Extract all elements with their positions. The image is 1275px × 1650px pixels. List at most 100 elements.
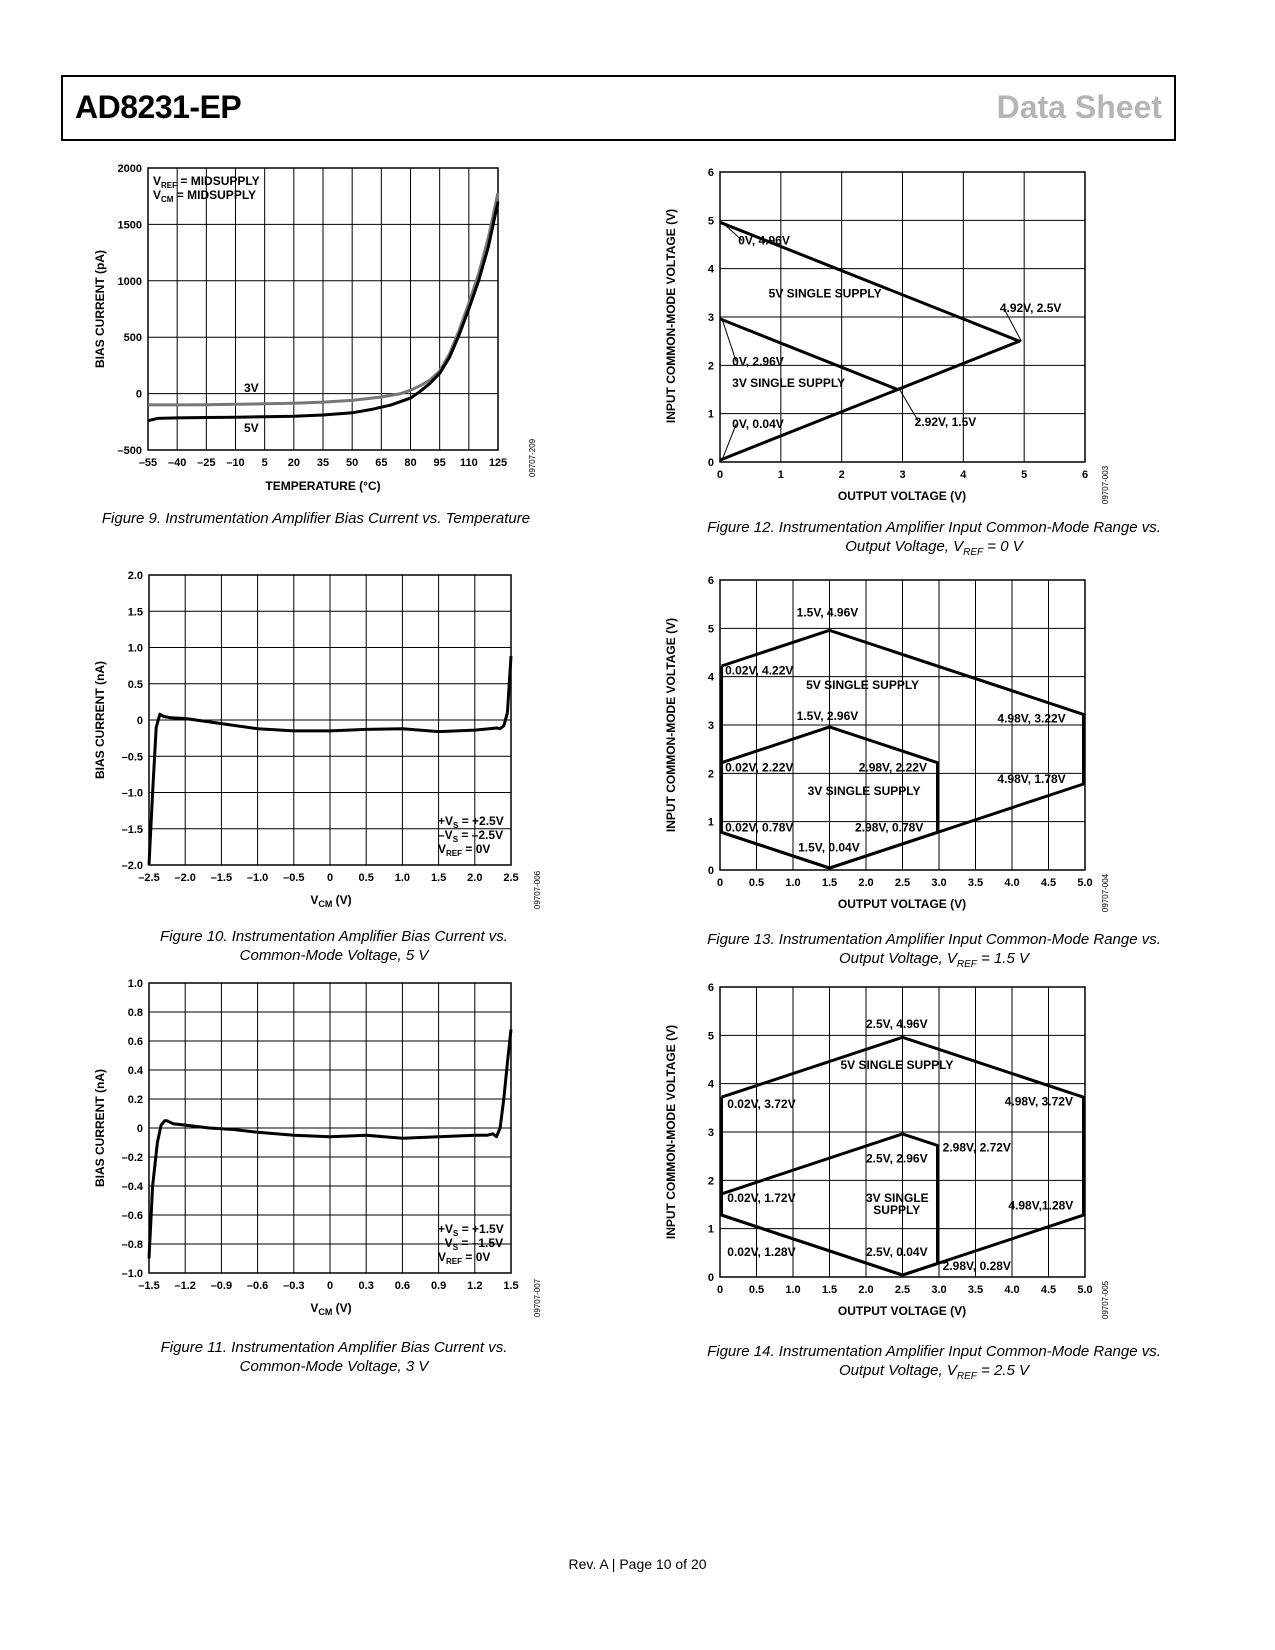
annotation-label: 2.98V, 0.28V — [943, 1259, 1011, 1273]
x-tick-label: 2.0 — [467, 872, 482, 884]
y-tick-label: 1.0 — [128, 643, 143, 655]
y-tick-label: 3 — [708, 720, 714, 732]
x-tick-label: 4.0 — [1004, 1284, 1019, 1296]
annotation-label: 0V, 4.96V — [738, 234, 790, 248]
x-tick-label: –10 — [226, 457, 244, 469]
x-tick-label: 0.6 — [395, 1280, 410, 1292]
series-line-5v — [147, 201, 500, 423]
caption-line: Common-Mode Voltage, 3 V — [239, 1358, 429, 1375]
caption-line: Figure 10. Instrumentation Amplifier Bia… — [160, 928, 508, 945]
caption-line: Output Voltage, VREF = 0 V — [845, 538, 1023, 558]
annotation-label: 5V SINGLE SUPPLY — [840, 1058, 953, 1072]
y-tick-label: 0.2 — [128, 1094, 143, 1106]
x-tick-label: 6 — [1082, 469, 1088, 481]
y-tick-label: 2 — [708, 768, 714, 780]
annotation-label: 0V, 2.96V — [732, 354, 784, 368]
x-tick-label: 1.5 — [822, 1284, 837, 1296]
annotation-label: 0.02V, 3.72V — [727, 1097, 795, 1111]
y-tick-label: 0.5 — [128, 679, 143, 691]
annotation-label: 3V SINGLE SUPPLY — [808, 784, 921, 798]
x-tick-label: 1 — [778, 469, 784, 481]
x-tick-label: –0.9 — [211, 1280, 232, 1292]
x-tick-label: 2.0 — [858, 877, 873, 889]
condition-vref: VREF = 0V — [438, 1250, 490, 1266]
y-tick-label: 0 — [708, 865, 714, 877]
y-tick-label: 1.5 — [128, 606, 143, 618]
y-axis-label: INPUT COMMON-MODE VOLTAGE (V) — [664, 1025, 678, 1239]
x-tick-label: –2.0 — [174, 872, 195, 884]
y-tick-label: 0 — [137, 1123, 143, 1135]
x-tick-label: 1.2 — [467, 1280, 482, 1292]
y-tick-label: 1 — [708, 1224, 714, 1236]
y-tick-label: 4 — [708, 264, 715, 276]
x-tick-label: 3.5 — [968, 877, 983, 889]
x-tick-label: 110 — [460, 457, 478, 469]
x-tick-label: 20 — [288, 457, 300, 469]
figure-id: 09707-007 — [533, 1278, 542, 1317]
x-axis-label: OUTPUT VOLTAGE (V) — [838, 489, 966, 503]
x-tick-label: 95 — [434, 457, 446, 469]
x-tick-label: –1.2 — [174, 1280, 195, 1292]
x-tick-label: 5.0 — [1077, 877, 1092, 889]
doc-type: Data Sheet — [996, 89, 1162, 125]
y-tick-label: 4 — [708, 1079, 715, 1091]
x-axis-label: OUTPUT VOLTAGE (V) — [838, 897, 966, 911]
annotation-leader — [899, 389, 920, 423]
plot-frame — [147, 167, 499, 451]
annotation-label: 0.02V, 0.78V — [725, 820, 793, 834]
y-tick-label: 4 — [708, 672, 715, 684]
annotation-label: 0.02V, 1.28V — [727, 1245, 795, 1259]
x-tick-label: 4.0 — [1004, 877, 1019, 889]
figure-12-caption: Figure 12. Instrumentation Amplifier Inp… — [644, 518, 1224, 562]
x-tick-label: –0.3 — [283, 1280, 304, 1292]
caption-line: Common-Mode Voltage, 5 V — [239, 947, 429, 964]
annotation-label: 2.98V, 0.78V — [855, 820, 923, 834]
series-line-5v-single-supply — [719, 220, 1021, 462]
y-tick-label: 5 — [708, 623, 714, 635]
condition-vref: VREF = 0V — [438, 842, 490, 858]
figure-id: 09707-006 — [533, 870, 542, 909]
figure-id: 09707-209 — [528, 438, 537, 477]
x-tick-label: –40 — [168, 457, 186, 469]
x-tick-label: 2.5 — [895, 877, 910, 889]
x-tick-label: –0.6 — [247, 1280, 268, 1292]
y-tick-label: 0.6 — [128, 1036, 143, 1048]
x-tick-label: 1.5 — [503, 1280, 518, 1292]
y-tick-label: 0 — [708, 1272, 714, 1284]
x-tick-label: 5 — [262, 457, 268, 469]
x-tick-label: –1.5 — [211, 872, 232, 884]
caption-line: Output Voltage, VREF = 1.5 V — [839, 950, 1029, 970]
annotation-label: 2.5V, 0.04V — [866, 1245, 928, 1259]
y-tick-label: –0.5 — [122, 751, 143, 763]
x-tick-label: 0.5 — [749, 877, 764, 889]
y-tick-label: 1 — [708, 817, 714, 829]
y-axis-label: BIAS CURRENT (nA) — [93, 661, 107, 779]
annotation-leader — [721, 318, 737, 362]
caption-line: Figure 11. Instrumentation Amplifier Bia… — [160, 1339, 508, 1356]
x-tick-label: 0 — [327, 872, 333, 884]
part-number: AD8231-EP — [75, 89, 242, 125]
figure-14-caption: Figure 14. Instrumentation Amplifier Inp… — [644, 1342, 1224, 1386]
y-tick-label: –0.8 — [122, 1239, 143, 1251]
annotation-label: 0.02V, 1.72V — [727, 1191, 795, 1205]
x-tick-label: 65 — [375, 457, 387, 469]
x-axis-label: TEMPERATURE (°C) — [265, 479, 380, 493]
caption-line: Figure 14. Instrumentation Amplifier Inp… — [707, 1343, 1161, 1360]
y-tick-label: 3 — [708, 312, 714, 324]
annotation-label: SUPPLY — [873, 1203, 920, 1217]
condition-vs-pos: +VS = +2.5V — [438, 814, 504, 830]
x-tick-label: –55 — [139, 457, 157, 469]
x-tick-label: 0 — [717, 877, 723, 889]
y-tick-label: 0.8 — [128, 1007, 143, 1019]
y-tick-label: 1 — [708, 409, 714, 421]
series-line-3v — [148, 192, 500, 407]
annotation-label: 4.98V, 3.22V — [997, 712, 1065, 726]
condition-vs-neg: –VS = –1.5V — [438, 1236, 503, 1252]
condition-vs-neg: –VS = –2.5V — [438, 828, 503, 844]
y-tick-label: 1000 — [118, 276, 142, 288]
x-tick-label: 0 — [717, 469, 723, 481]
series-label-5v: 5V — [244, 421, 259, 435]
